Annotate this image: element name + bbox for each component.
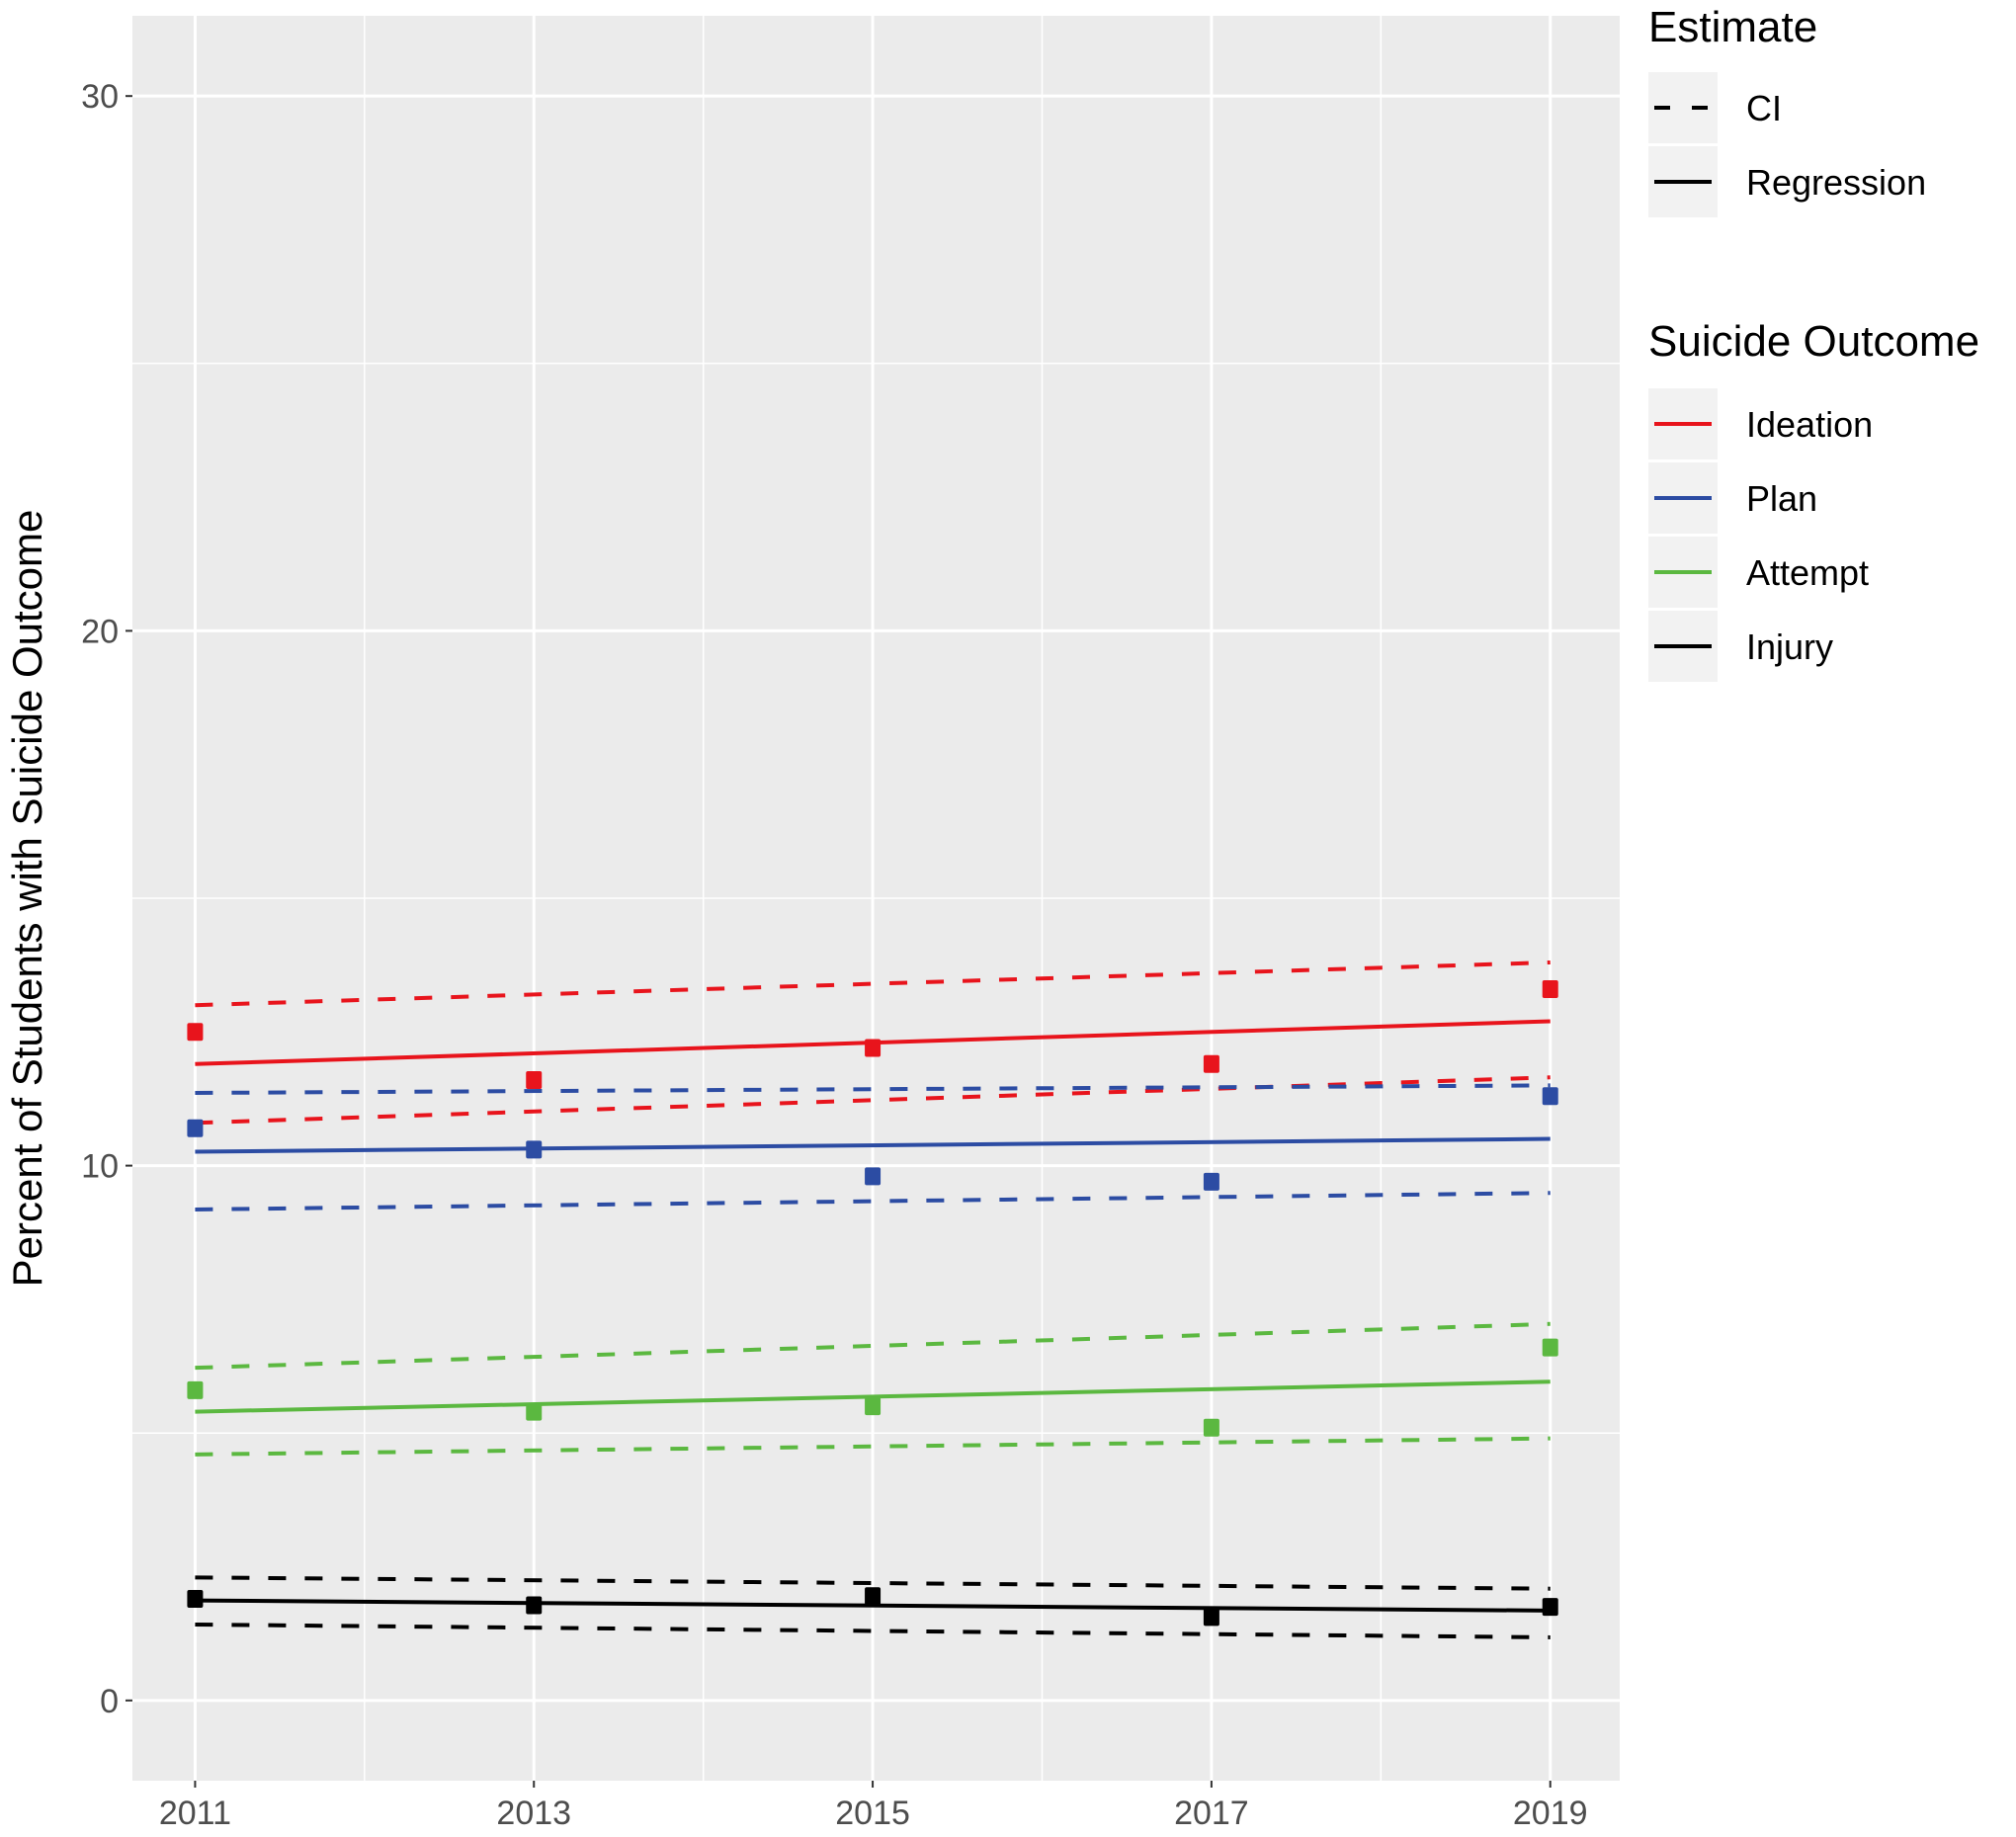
injury-point — [1542, 1598, 1558, 1617]
attempt-point — [187, 1380, 204, 1399]
plan-point — [1203, 1172, 1219, 1191]
x-tick-label: 2019 — [1513, 1795, 1588, 1832]
series-layer — [187, 960, 1558, 1639]
legend-label: Plan — [1746, 478, 1817, 519]
legend-label: Ideation — [1746, 404, 1873, 445]
attempt-point — [865, 1397, 882, 1416]
legend-label: Attempt — [1746, 552, 1869, 593]
legend-title-estimate: Estimate — [1648, 3, 1817, 51]
plan-point — [187, 1119, 204, 1137]
ideation-point — [865, 1039, 882, 1057]
x-tick-label: 2013 — [496, 1795, 571, 1832]
attempt-point — [1542, 1338, 1558, 1357]
ideation-ci-lower-line — [195, 1075, 1551, 1126]
legend-label: Injury — [1746, 626, 1833, 667]
attempt-point — [1203, 1418, 1219, 1437]
legend: Estimate CI Regression Suicide Outcome Ideat… — [1648, 3, 1979, 682]
y-tick-label: 20 — [81, 613, 119, 650]
legend-label: Regression — [1746, 162, 1926, 203]
y-axis-title: Percent of Students with Suicide Outcome — [4, 510, 50, 1288]
injury-regression-line — [195, 1598, 1551, 1613]
y-tick-label: 0 — [100, 1683, 119, 1720]
injury-point — [526, 1596, 543, 1615]
attempt-ci-upper-line — [195, 1321, 1551, 1371]
y-tick-label: 10 — [81, 1148, 119, 1186]
attempt-point — [526, 1402, 543, 1421]
x-tick-label: 2015 — [835, 1795, 910, 1832]
legend-label: CI — [1746, 88, 1782, 128]
ideation-ci-upper-line — [195, 960, 1551, 1008]
injury-ci-lower-line — [195, 1622, 1551, 1639]
ideation-point — [526, 1071, 543, 1090]
attempt-ci-lower-line — [195, 1436, 1551, 1457]
injury-point — [1203, 1608, 1219, 1627]
y-tick-label: 30 — [81, 78, 119, 116]
ideation-point — [1542, 980, 1558, 999]
ideation-point — [1203, 1054, 1219, 1073]
ideation-point — [187, 1023, 204, 1042]
plan-point — [1542, 1087, 1558, 1106]
legend-title-outcome: Suicide Outcome — [1648, 317, 1979, 366]
plan-ci-lower-line — [195, 1191, 1551, 1211]
plan-point — [865, 1167, 882, 1186]
attempt-regression-line — [195, 1379, 1551, 1414]
injury-ci-upper-line — [195, 1575, 1551, 1591]
x-tick-label: 2011 — [159, 1795, 231, 1832]
axes: 0 10 20 30 2011 2013 2015 2017 2019 — [81, 78, 1587, 1832]
injury-point — [187, 1589, 204, 1608]
plan-regression-line — [195, 1136, 1551, 1154]
gridlines — [132, 16, 1620, 1781]
injury-point — [865, 1587, 882, 1606]
plan-point — [526, 1140, 543, 1159]
plan-ci-upper-line — [195, 1083, 1551, 1096]
x-tick-label: 2017 — [1174, 1795, 1249, 1832]
